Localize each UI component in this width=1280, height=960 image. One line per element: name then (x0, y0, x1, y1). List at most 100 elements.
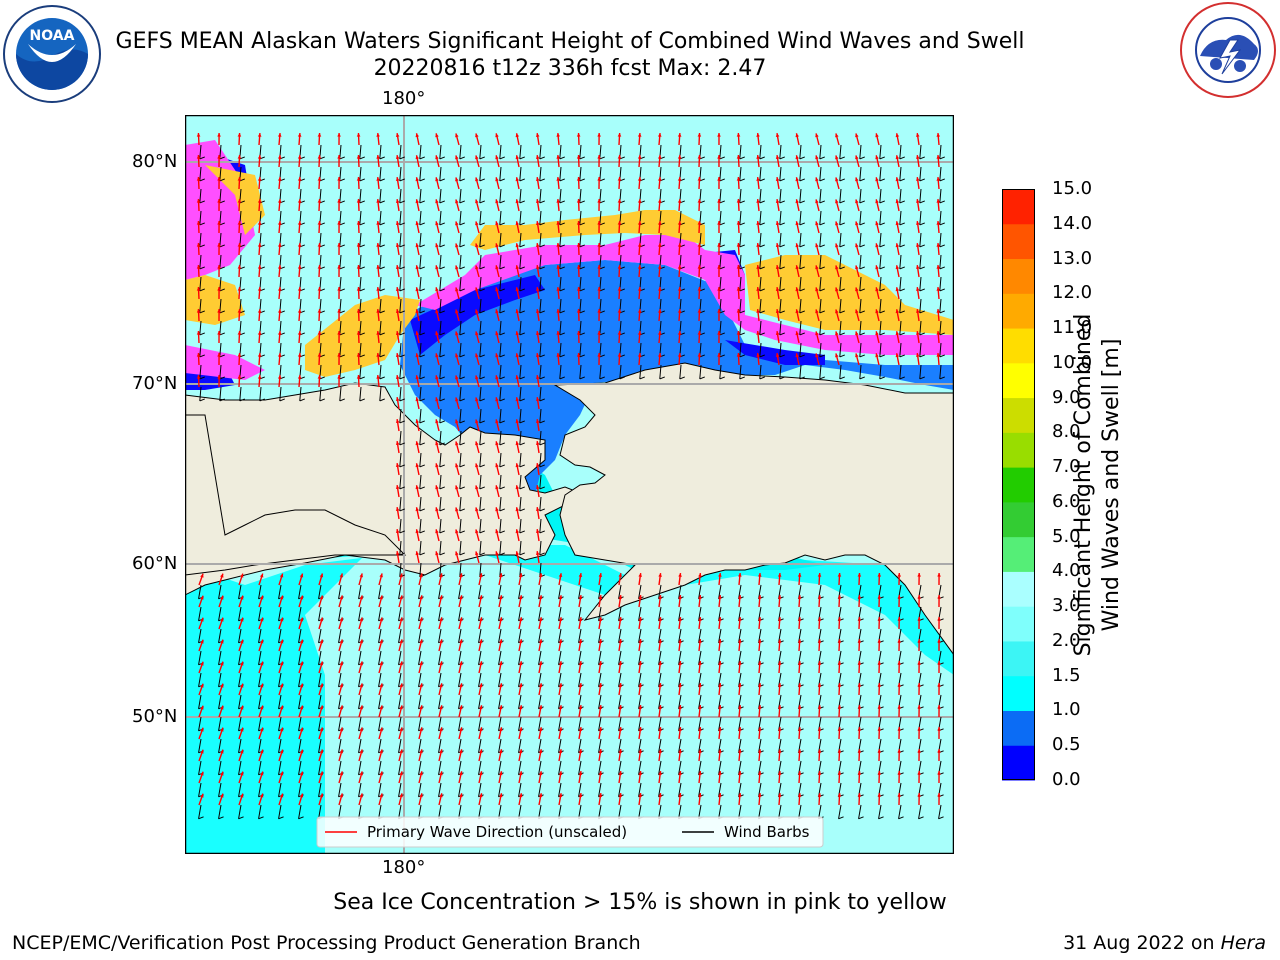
wind-barb-feather (399, 464, 405, 468)
wind-barb-feather (599, 222, 605, 226)
wave-direction-arrowhead (717, 287, 721, 291)
wind-barb-feather (479, 178, 485, 182)
wave-direction-arrowhead (277, 287, 282, 291)
lon-label-bottom: 180° (382, 857, 426, 878)
wind-barb-feather (479, 552, 485, 556)
wind-barb (318, 650, 322, 665)
wind-barb-feather (859, 310, 865, 314)
wave-direction-arrowhead (835, 221, 839, 226)
wave-direction-arrowhead (897, 727, 902, 731)
wave-direction-arrowhead (855, 265, 859, 270)
wind-barb (578, 804, 582, 819)
wind-barb (559, 254, 562, 269)
wind-barb (758, 672, 762, 687)
wave-direction-arrowhead (337, 221, 341, 225)
wave-direction-arrowhead (757, 639, 762, 643)
wave-direction-arrowhead (277, 221, 282, 225)
wave-direction-arrowhead (395, 485, 400, 489)
wave-direction-arrowhead (658, 639, 662, 643)
wave-direction-arrowhead (259, 617, 264, 622)
wave-direction-arrowhead (937, 793, 941, 797)
wave-direction-arrowhead (419, 661, 423, 666)
wave-direction-arrowhead (757, 573, 762, 577)
wave-direction-arrowhead (495, 133, 499, 138)
wind-barb (738, 628, 742, 643)
wind-barb (718, 628, 722, 643)
wave-direction-arrowhead (855, 133, 859, 138)
wave-direction-arrowhead (576, 177, 581, 181)
wave-direction-arrowhead (578, 573, 583, 577)
wave-direction-arrowhead (795, 199, 799, 204)
wave-direction-arrowhead (936, 177, 941, 181)
wave-direction-arrowhead (538, 771, 543, 776)
wind-barb-feather (799, 156, 805, 160)
wave-direction-arrowhead (455, 507, 459, 512)
wave-direction-arrowhead (895, 177, 900, 182)
wave-direction-arrowhead (515, 375, 520, 380)
wave-direction-arrowhead (395, 133, 400, 137)
wave-direction-arrowhead (475, 529, 479, 534)
wave-direction-arrowhead (279, 617, 284, 622)
wind-barb (758, 804, 762, 819)
wave-direction-arrowhead (637, 199, 642, 203)
wind-barb-feather (839, 288, 845, 292)
wind-barb (338, 650, 342, 665)
wind-barb (359, 386, 362, 401)
wave-direction-arrowhead (535, 177, 540, 181)
wind-barb (539, 540, 542, 555)
wind-barb (899, 210, 902, 225)
wave-direction-arrowhead (479, 727, 483, 732)
wind-barb-feather (619, 376, 625, 380)
wave-direction-arrowhead (535, 243, 540, 247)
wave-direction-arrowhead (777, 683, 782, 687)
wind-barb-feather (919, 376, 925, 380)
wind-barb-feather (399, 354, 405, 358)
wave-direction-arrowhead (837, 793, 842, 797)
wind-barb (519, 430, 522, 445)
wind-barb (378, 628, 382, 643)
wind-barb-feather (419, 442, 425, 446)
wind-barb (899, 342, 902, 357)
wind-barb (379, 144, 382, 159)
wave-direction-arrowhead (698, 771, 702, 775)
wave-direction-arrowhead (259, 749, 264, 754)
wind-barb (658, 628, 662, 643)
wind-barb (819, 364, 822, 379)
wave-direction-arrowhead (658, 749, 662, 753)
wave-direction-arrowhead (455, 331, 459, 336)
wave-direction-arrowhead (717, 243, 721, 247)
wave-direction-arrowhead (399, 595, 403, 600)
wave-direction-arrowhead (515, 441, 520, 446)
wave-direction-arrowhead (257, 177, 262, 181)
wind-barb-feather (379, 244, 385, 248)
wave-direction-arrowhead (337, 199, 341, 203)
wave-direction-arrowhead (638, 771, 642, 775)
wind-barb (318, 672, 322, 687)
wave-direction-arrowhead (356, 133, 361, 137)
wind-barb (658, 760, 662, 775)
wave-direction-arrowhead (339, 661, 344, 666)
wind-barb-feather (479, 288, 485, 292)
wave-direction-arrowhead (815, 265, 819, 270)
wave-direction-arrowhead (897, 595, 902, 599)
wind-barb-feather (819, 288, 825, 292)
wave-direction-arrowhead (339, 771, 344, 776)
wind-barb (558, 782, 562, 797)
wave-direction-arrowhead (875, 353, 879, 358)
wind-barb (338, 738, 342, 753)
wave-direction-arrowhead (795, 155, 799, 160)
wave-direction-arrowhead (897, 573, 902, 577)
wind-barb (758, 738, 762, 753)
wind-barb (919, 298, 922, 313)
wave-direction-arrowhead (718, 771, 722, 775)
wave-direction-arrowhead (658, 705, 662, 709)
wind-barb-feather (419, 508, 425, 512)
wind-barb (778, 716, 782, 731)
wind-barb (618, 650, 622, 665)
wave-direction-arrowhead (795, 331, 799, 336)
wave-direction-arrowhead (196, 331, 201, 335)
wind-barb (799, 298, 802, 313)
wave-direction-arrowhead (877, 705, 882, 709)
wind-barb (618, 694, 622, 709)
wind-barb-feather (899, 332, 905, 336)
